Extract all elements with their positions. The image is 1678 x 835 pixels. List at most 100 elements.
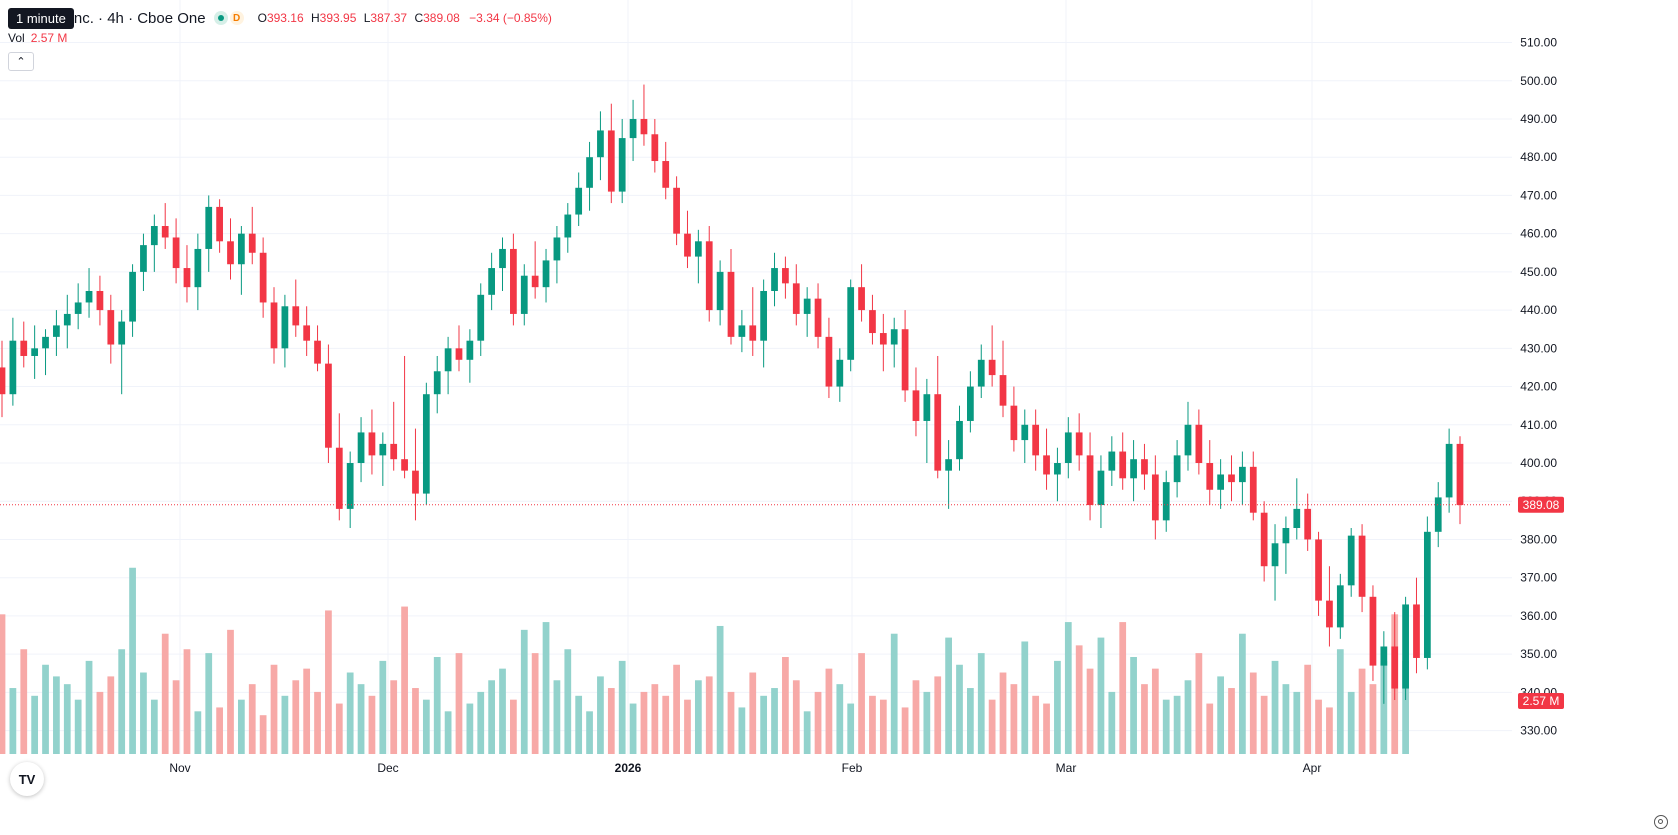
price-tick-label-16: 490.00	[1520, 112, 1557, 126]
candle-body	[433, 371, 441, 395]
volume-bar	[967, 688, 974, 754]
volume-bar	[183, 649, 191, 754]
candle-body	[1141, 459, 1148, 475]
candle-body	[727, 271, 735, 337]
volume-bar	[357, 684, 365, 754]
volume-bar	[325, 610, 332, 754]
close-label: C	[414, 11, 424, 25]
volume-bar	[1293, 691, 1301, 754]
market-status[interactable]: D	[213, 11, 244, 25]
logo-text: TV	[18, 771, 36, 787]
volume-bar	[1249, 672, 1257, 754]
candle-body	[1402, 604, 1409, 689]
candle-body	[673, 187, 680, 234]
volume-bar	[42, 664, 49, 754]
candle-body	[314, 340, 321, 364]
volume-bar	[314, 691, 321, 754]
time-tick-label-3: Feb	[842, 761, 863, 775]
volume-bar	[814, 691, 822, 754]
volume-bar	[760, 695, 768, 754]
volume-bar	[129, 567, 136, 754]
candle-body	[227, 241, 234, 265]
candle-body	[847, 287, 855, 360]
candle-body	[836, 359, 844, 387]
candle-body	[292, 306, 300, 326]
candle-body	[1423, 531, 1431, 658]
price-tick-label-17: 500.00	[1520, 74, 1557, 88]
volume-bar	[575, 695, 583, 754]
candle-body	[1206, 463, 1214, 490]
volume-bar	[161, 633, 169, 754]
volume-bar	[879, 699, 887, 754]
candle-body	[738, 325, 746, 337]
price-tick-label-10: 430.00	[1520, 341, 1557, 355]
volume-label: Vol	[8, 31, 25, 45]
candle-body	[172, 237, 180, 269]
candle-body	[303, 325, 311, 341]
volume-bar	[1369, 684, 1377, 754]
volume-legend: Vol 2.57 M	[8, 31, 67, 45]
candle-body	[912, 390, 920, 421]
volume-bar	[1108, 691, 1116, 754]
volume-bar	[1010, 684, 1018, 754]
volume-bar	[727, 691, 735, 754]
volume-bar	[597, 676, 604, 754]
candle-body	[466, 340, 474, 360]
volume-bar	[1075, 645, 1083, 754]
candle-body	[248, 233, 256, 253]
volume-bar	[1130, 657, 1137, 754]
candle-body	[325, 363, 332, 448]
candle-body	[42, 336, 49, 349]
volume-bar	[1380, 660, 1388, 754]
candle-body	[1249, 466, 1257, 513]
high-label: H	[311, 11, 320, 25]
collapse-legend-button[interactable]: ⌃	[8, 52, 34, 71]
candle-body	[1369, 596, 1377, 666]
candle-body	[444, 348, 452, 372]
volume-bar	[912, 680, 920, 754]
interval-tooltip: 1 minute	[8, 7, 74, 29]
volume-bar	[85, 660, 93, 754]
candle-body	[183, 268, 191, 288]
price-tick-label-13: 460.00	[1520, 227, 1557, 241]
time-tick-label-5: Apr	[1303, 761, 1322, 775]
volume-bar	[1260, 695, 1268, 754]
price-tick-label-5: 380.00	[1520, 532, 1557, 546]
volume-bar	[422, 699, 430, 754]
volume-bar	[368, 695, 376, 754]
candle-body	[270, 302, 278, 349]
high-value: 393.95	[319, 11, 357, 25]
volume-bar	[1086, 668, 1094, 754]
tradingview-logo-icon[interactable]: TV	[10, 762, 44, 796]
candle-body	[1217, 474, 1224, 490]
candle-body	[542, 260, 550, 288]
volume-bar	[749, 672, 757, 754]
volume-bar	[412, 688, 419, 754]
symbol-title[interactable]: nc. · 4h · Cboe One	[73, 9, 206, 27]
candle-body	[455, 348, 463, 360]
candle-body	[20, 340, 28, 356]
volume-bar	[1119, 622, 1127, 754]
price-tick-label-14: 470.00	[1520, 188, 1557, 202]
low-label: L	[363, 11, 371, 25]
open-value: 393.16	[266, 11, 304, 25]
candle-body	[814, 298, 822, 337]
candle-body	[1315, 539, 1322, 601]
candle-body	[140, 245, 147, 272]
gear-icon[interactable]	[1654, 815, 1668, 829]
candle-body	[1130, 459, 1137, 479]
volume-bar	[259, 715, 267, 754]
candle-body	[1162, 482, 1170, 521]
time-tick-label-2: 2026	[615, 761, 642, 775]
candle-body	[118, 321, 126, 345]
volume-bar	[782, 657, 789, 754]
candle-body	[259, 252, 267, 303]
candle-body	[96, 290, 104, 311]
volume-bar	[238, 699, 245, 754]
candle-body	[401, 459, 408, 471]
candle-body	[194, 248, 202, 288]
volume-bar	[0, 614, 6, 754]
volume-bar	[999, 672, 1007, 754]
candle-body	[379, 443, 387, 456]
